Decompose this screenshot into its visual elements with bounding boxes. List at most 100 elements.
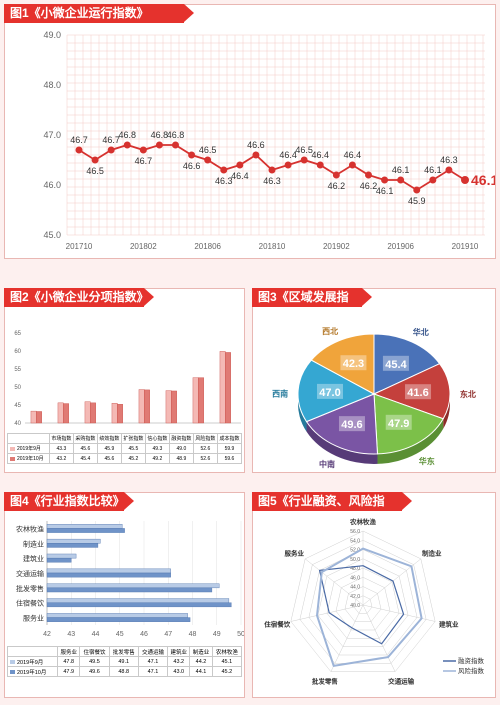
- radar-category-label: 批发零售: [312, 677, 338, 686]
- fig3-pie-chart: 45.4 华北 41.6 东北 47.9 华东 49.6 中南 47.0 西南 42.3 西北: [272, 326, 476, 469]
- fig5-radar-chart: 40.0 42.0 44.0 46.0 48.0 50.0 52.0 54.0 56.0 农林牧渔…: [264, 517, 484, 686]
- radar-grid-ring: [299, 539, 427, 664]
- table-cell: 45.9: [96, 443, 122, 454]
- bar: [192, 377, 199, 424]
- y-category-label: 交通运输: [16, 569, 44, 578]
- bar: [46, 613, 188, 618]
- data-point: [220, 166, 228, 174]
- table-cell: 49.0: [168, 443, 194, 454]
- data-point: [316, 161, 324, 169]
- x-tick-label: 201806: [194, 242, 221, 251]
- radar-category-label: 建筑业: [438, 620, 459, 629]
- bar: [46, 598, 230, 603]
- table-col-header: 绩效指数: [96, 433, 122, 444]
- table-cell: 43.0: [167, 666, 191, 677]
- bar: [46, 617, 191, 622]
- x-tick-label: 45: [116, 631, 124, 638]
- table-col-header: 住宿餐饮: [79, 646, 110, 657]
- x-tick-label: 46: [140, 631, 148, 638]
- table-cell: 52.6: [192, 453, 218, 464]
- radar-category-label: 制造业: [422, 549, 442, 558]
- fig2-bar-chart: 40 45 50 55 60 65: [14, 331, 241, 427]
- data-label: 46.1: [376, 186, 394, 196]
- data-point: [123, 141, 131, 149]
- bar: [165, 390, 172, 424]
- pie-category-label: 西南: [272, 388, 288, 398]
- pie-category-label: 中南: [319, 459, 335, 469]
- data-label: 46.5: [295, 145, 313, 155]
- data-point: [332, 171, 340, 179]
- data-point: [348, 161, 356, 169]
- pie-value-box: [405, 384, 432, 400]
- data-label: 46.4: [311, 150, 329, 160]
- table-row-header: 2019年9月: [6, 656, 59, 667]
- r-tick-label: 48.0: [350, 566, 360, 572]
- table-col-header: 制造业: [189, 646, 213, 657]
- data-label: 45.9: [408, 196, 426, 206]
- table-cell: 49.3: [144, 443, 170, 454]
- y-category-label: 制造业: [23, 539, 44, 548]
- radar-category-label: 农林牧渔: [349, 517, 377, 526]
- data-label: 46.4: [344, 150, 362, 160]
- table-cell: 47.1: [137, 656, 169, 667]
- bar: [46, 583, 220, 589]
- bar: [46, 568, 171, 574]
- y-category-label: 服务业: [23, 614, 44, 623]
- bar: [117, 404, 123, 424]
- x-tick-label: 50: [237, 631, 244, 638]
- data-label: 46.8: [118, 130, 136, 140]
- r-tick-label: 54.0: [350, 538, 360, 544]
- bar: [46, 524, 123, 529]
- table-cell: 43.2: [48, 453, 74, 464]
- r-tick-label: 52.0: [350, 548, 360, 554]
- pie-value-label: 45.4: [385, 359, 407, 371]
- table-col-header: 信心指数: [144, 433, 170, 444]
- data-point: [365, 171, 372, 179]
- radar-grid-ring: [326, 567, 400, 639]
- table-cell: 47.9: [57, 666, 81, 677]
- table-col-header: 市场指数: [48, 433, 74, 444]
- data-label: 46.7: [102, 135, 120, 145]
- data-point: [155, 141, 163, 149]
- data-label: 46.3: [440, 155, 458, 165]
- r-tick-label: 56.0: [350, 529, 360, 535]
- data-label: 46.2: [360, 181, 378, 191]
- bar: [46, 528, 125, 533]
- y-tick-label: 45: [14, 403, 21, 409]
- r-tick-label: 46.0: [350, 575, 360, 581]
- y-category-label: 批发零售: [16, 584, 44, 593]
- data-point: [300, 156, 308, 164]
- pie-category-label: 华东: [419, 456, 435, 466]
- pie-slice: [305, 393, 379, 455]
- fig1-line-chart: 45.0 46.0 47.0 48.0 49.0 201710 201802 201806 20…: [43, 30, 495, 251]
- x-tick-label: 43: [67, 631, 75, 638]
- pie-slice-side: [377, 418, 444, 464]
- bar: [46, 538, 101, 544]
- radar-grid-ring: [290, 530, 436, 672]
- data-point: [381, 176, 389, 184]
- fig1-panel: 45.0 46.0 47.0 48.0 49.0 201710 201802 201806 20…: [4, 4, 496, 259]
- data-point: [91, 156, 99, 164]
- bar: [30, 410, 37, 424]
- data-label: 46.5: [86, 166, 104, 176]
- bar: [90, 402, 96, 424]
- data-point: [397, 176, 405, 184]
- fig4-title: 图4《行业指数比较》: [4, 492, 134, 511]
- y-category-label: 农林牧渔: [16, 524, 44, 533]
- y-tick-label: 65: [14, 331, 21, 337]
- data-point: [188, 151, 196, 159]
- table-cell: 59.9: [216, 443, 243, 454]
- bar: [111, 402, 118, 424]
- pie-slice: [372, 363, 451, 420]
- table-cell: 45.4: [72, 453, 98, 464]
- fig2-title: 图2《小微企业分项指数》: [4, 288, 154, 307]
- data-label: 46.8: [151, 130, 169, 140]
- pie-value-box: [317, 383, 344, 399]
- y-tick-label: 49.0: [43, 30, 61, 40]
- table-corner: [7, 433, 50, 444]
- table-cell: 45.5: [120, 443, 146, 454]
- fig4-panel: 42 43 44 45 46 47 48 49 50 服务业 住宿餐饮 批发零售 交通运输 建筑业 制造业农…: [4, 492, 245, 698]
- bar: [46, 572, 171, 578]
- pie-value-label: 41.6: [407, 387, 428, 399]
- radar-grid-ring: [308, 549, 418, 656]
